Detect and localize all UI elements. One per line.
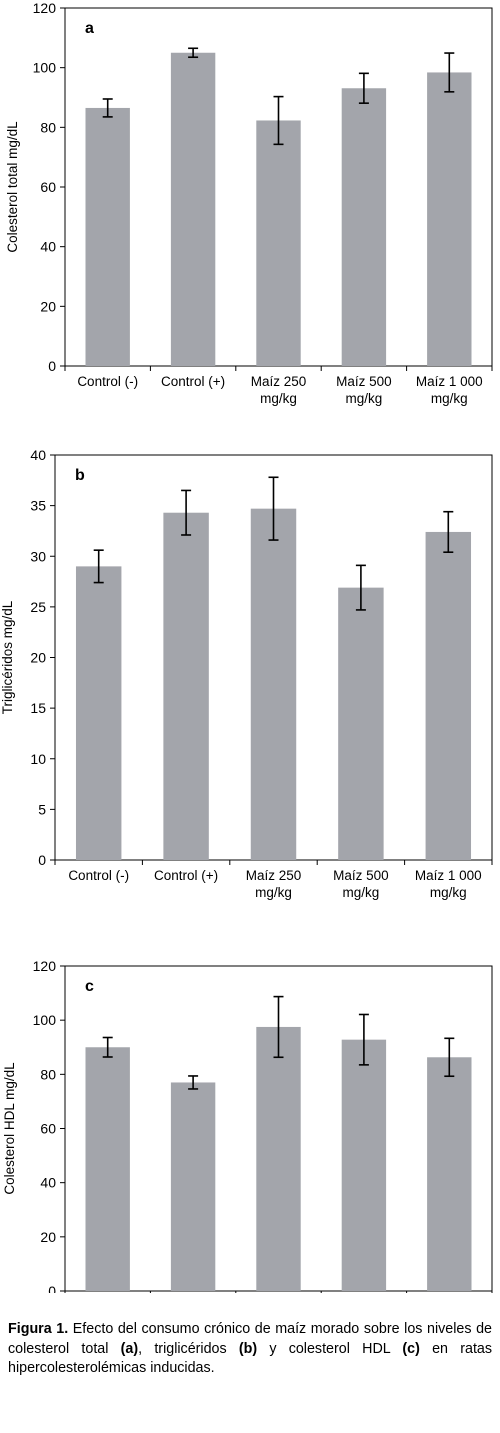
bar-b-4	[425, 531, 472, 860]
bar-c-2	[256, 1026, 301, 1291]
bar-a-2	[256, 120, 301, 366]
caption-text-3: y colesterol HDL	[257, 1340, 403, 1357]
y-tick-label-c-0: 0	[48, 1283, 56, 1293]
caption-lead: Figura 1.	[8, 1321, 69, 1338]
x-tick-label-line-b-3-1: mg/kg	[343, 885, 380, 900]
y-tick-label-c-5: 100	[33, 1012, 57, 1028]
y-tick-label-b-0: 0	[38, 852, 46, 868]
x-tick-label-a-3: Maíz 500 mg/kg	[336, 374, 392, 406]
x-tick-label-a-1: Control (+)	[161, 374, 225, 389]
y-tick-label-b-2: 10	[30, 751, 46, 767]
y-tick-label-a-1: 20	[40, 298, 56, 314]
y-tick-label-c-4: 80	[40, 1066, 56, 1082]
caption-text-1: Efecto del consumo crónico de maíz morad…	[8, 1321, 492, 1357]
chart-panel-b: 0 5 10 15 20 25 30 35 40 Control (-) Control (+) Ma…	[0, 443, 500, 913]
bar-a-1	[170, 52, 216, 366]
bar-c-4	[427, 1057, 472, 1291]
panel-label-c: c	[85, 978, 94, 995]
x-tick-label-line-a-4-0: Maíz 1 000	[416, 374, 483, 389]
bar-a-0	[85, 107, 130, 367]
bar-b-3	[338, 587, 384, 860]
x-tick-label-line-b-2-1: mg/kg	[255, 885, 292, 900]
chart-a-svg: 0 20 40 60 80 100 120 Control (-) Control (+) Maí…	[5, 0, 493, 406]
bar-b-0	[75, 566, 122, 860]
x-tick-label-line-a-0-0: Control (-)	[77, 374, 138, 389]
panel-label-b: b	[75, 467, 85, 484]
y-tick-label-b-1: 5	[38, 801, 46, 817]
y-tick-label-a-4: 80	[40, 119, 56, 135]
y-tick-label-c-2: 40	[40, 1175, 56, 1191]
x-tick-label-b-3: Maíz 500 mg/kg	[333, 868, 389, 900]
y-tick-label-a-2: 40	[40, 239, 56, 255]
figure-caption: Figura 1. Efecto del consumo crónico de …	[8, 1320, 492, 1379]
x-tick-label-b-2: Maíz 250 mg/kg	[246, 868, 302, 900]
y-tick-label-b-4: 20	[30, 650, 46, 666]
bar-c-3	[341, 1039, 387, 1291]
x-tick-label-line-a-3-0: Maíz 500	[336, 374, 392, 389]
x-tick-label-line-b-1-0: Control (+)	[154, 868, 218, 883]
x-tick-label-b-1: Control (+)	[154, 868, 218, 883]
x-tick-label-line-b-3-0: Maíz 500	[333, 868, 389, 883]
y-tick-label-b-6: 30	[30, 548, 46, 564]
y-tick-label-a-0: 0	[48, 358, 56, 374]
x-tick-label-line-b-2-0: Maíz 250	[246, 868, 302, 883]
x-tick-label-a-4: Maíz 1 000 mg/kg	[416, 374, 483, 406]
bar-c-1	[170, 1082, 216, 1291]
bar-a-4	[427, 72, 472, 366]
y-tick-label-c-3: 60	[40, 1121, 56, 1137]
x-tick-label-b-0: Control (-)	[68, 868, 129, 883]
y-tick-label-a-5: 100	[33, 60, 57, 76]
bar-a-3	[341, 88, 387, 367]
y-tick-label-a-6: 120	[33, 0, 57, 16]
panel-label-a: a	[85, 20, 94, 37]
x-tick-label-line-b-4-0: Maíz 1 000	[415, 868, 482, 883]
caption-text-2: , triglicéridos	[138, 1340, 239, 1357]
y-tick-label-c-6: 120	[33, 958, 57, 974]
caption-ref-c: (c)	[402, 1340, 420, 1357]
x-tick-label-line-a-2-0: Maíz 250	[251, 374, 307, 389]
y-tick-label-c-1: 20	[40, 1229, 56, 1245]
x-tick-label-a-0: Control (-)	[77, 374, 138, 389]
bar-b-1	[163, 512, 209, 860]
y-tick-label-b-3: 15	[30, 700, 46, 716]
y-tick-label-b-7: 35	[30, 498, 46, 514]
x-tick-label-line-b-4-1: mg/kg	[430, 885, 467, 900]
chart-panel-a: 0 20 40 60 80 100 120 Control (-) Control (+) Maí…	[0, 0, 500, 418]
x-tick-label-line-a-3-1: mg/kg	[346, 391, 383, 406]
caption-ref-a: (a)	[120, 1340, 139, 1357]
y-tick-label-b-8: 40	[30, 447, 46, 463]
bar-c-0	[85, 1047, 130, 1291]
y-tick-label-b-5: 25	[30, 599, 46, 615]
caption-text-4: en ratas hipercolesterolémicas inducidas…	[8, 1340, 493, 1377]
x-tick-label-line-b-0-0: Control (-)	[68, 868, 129, 883]
caption-ref-b: (b)	[238, 1340, 258, 1357]
x-tick-label-line-a-4-1: mg/kg	[431, 391, 468, 406]
x-tick-label-line-a-1-0: Control (+)	[161, 374, 225, 389]
bar-b-2	[250, 508, 297, 860]
y-axis-label-c: Colesterol HDL mg/dL	[2, 1062, 17, 1195]
x-tick-label-a-2: Maíz 250 mg/kg	[251, 374, 307, 406]
y-tick-label-a-3: 60	[40, 179, 56, 195]
y-axis-label-a: Colesterol total mg/dL	[5, 121, 20, 253]
x-tick-label-b-4: Maíz 1 000 mg/kg	[415, 868, 482, 900]
y-axis-label-b: Triglicéridos mg/dL	[0, 600, 15, 714]
x-tick-label-line-a-2-1: mg/kg	[260, 391, 297, 406]
chart-b-svg: 0 5 10 15 20 25 30 35 40 Control (-) Control (+) Ma…	[0, 447, 493, 900]
